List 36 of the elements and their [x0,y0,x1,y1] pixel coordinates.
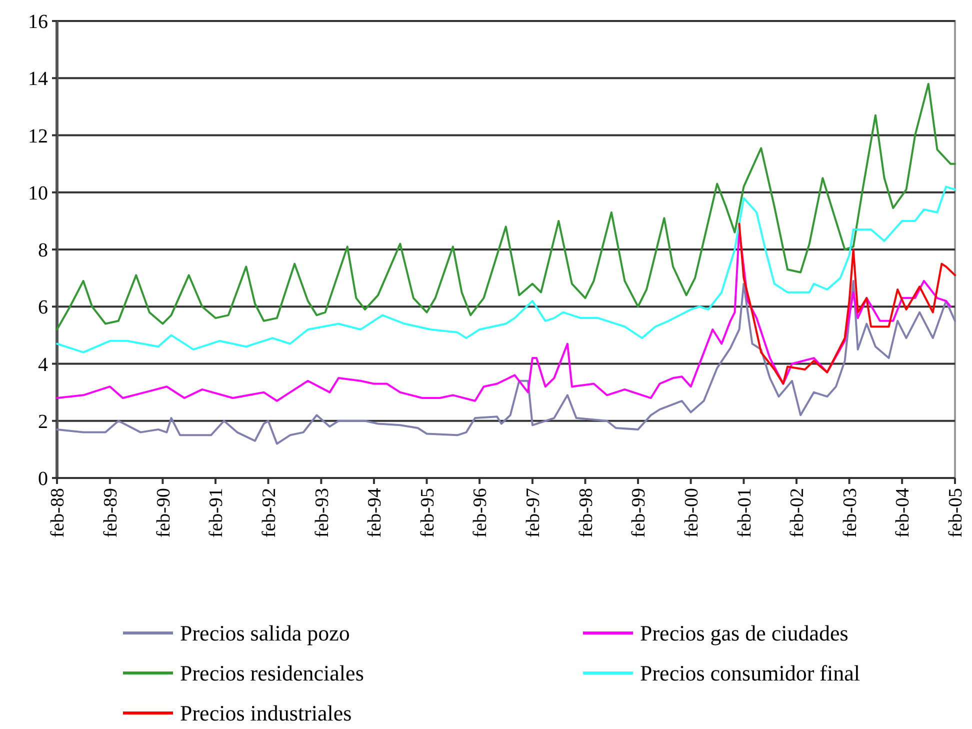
legend-label: Precios gas de ciudades [640,620,848,646]
legend-label: Precios industriales [180,700,352,726]
x-tick-label: feb-94 [364,488,386,538]
legend-label: Precios residenciales [180,660,364,686]
legend-label: Precios salida pozo [180,620,350,646]
line-series [738,222,956,385]
x-tick-label: feb-92 [258,488,280,538]
x-tick-label: feb-95 [417,488,438,538]
line-series [56,280,956,445]
x-tick-label: feb-88 [48,488,69,538]
y-tick-label: 0 [38,468,48,490]
x-tick-label: feb-96 [470,488,492,538]
x-tick-label: feb-01 [734,488,756,538]
x-tick-label: feb-03 [840,488,861,538]
x-tick-label: feb-99 [628,488,650,538]
y-tick-label: 10 [28,182,48,204]
x-tick-label: feb-00 [681,488,702,538]
y-tick-label: 6 [38,296,48,319]
x-tick-label: feb-02 [787,488,808,538]
y-tick-label: 4 [38,354,48,376]
y-tick-label: 14 [28,68,48,90]
x-tick-label: feb-93 [312,488,333,538]
y-tick-label: 12 [28,125,48,148]
x-tick-label: feb-89 [100,488,122,538]
x-tick-label: feb-98 [576,488,597,538]
y-tick-label: 16 [28,11,48,33]
y-tick-label: 8 [38,240,48,262]
y-tick-label: 2 [38,410,48,433]
x-tick-label: feb-05 [946,488,967,538]
x-tick-label: feb-90 [153,488,174,538]
x-tick-label: feb-97 [523,488,544,538]
legend-label: Precios consumidor final [640,660,860,686]
line-series [56,186,956,354]
x-tick-label: feb-91 [206,488,228,538]
x-tick-label: feb-04 [892,488,914,538]
line-series [56,82,956,330]
